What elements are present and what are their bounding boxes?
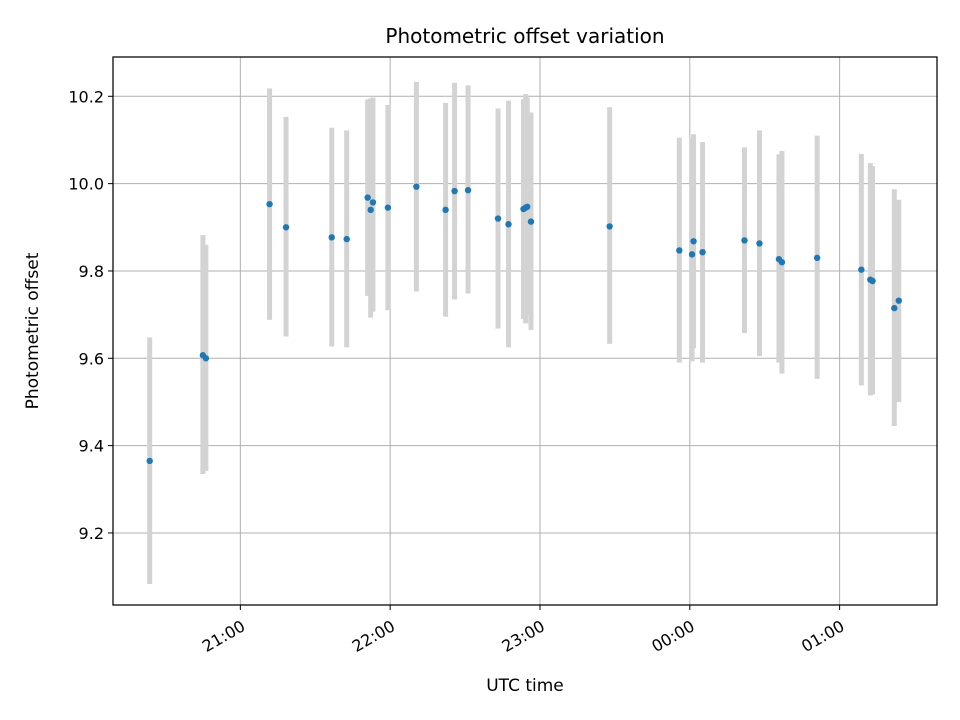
data-point [858, 266, 865, 273]
data-point [699, 248, 706, 256]
x-axis-title: UTC time [486, 676, 564, 696]
data-point [606, 223, 613, 230]
plot-frame [112, 56, 938, 606]
data-point [343, 235, 350, 243]
data-point [451, 187, 458, 195]
data-point [413, 183, 420, 190]
y-axis-ticks: 9.2 9.4 9.6 9.8 10.0 10.2 [68, 87, 113, 543]
data-point [756, 240, 763, 247]
data-point [202, 355, 210, 362]
data-point [895, 297, 902, 304]
data-point [869, 277, 876, 285]
y-tick-label: 9.6 [79, 349, 104, 368]
data-point [464, 186, 472, 194]
y-tick-label: 9.8 [79, 262, 104, 281]
data-point [778, 259, 786, 266]
data-point [891, 304, 898, 312]
data-point [367, 206, 374, 214]
data-point [369, 199, 377, 206]
data-point [328, 234, 335, 241]
y-axis-title: Photometric offset [23, 252, 43, 409]
data-point [690, 238, 697, 245]
data-point [146, 457, 153, 465]
data-point [442, 206, 449, 214]
data-point [494, 215, 502, 222]
data-points [146, 183, 902, 465]
data-point [813, 254, 821, 262]
data-point [266, 200, 273, 208]
data-point [282, 224, 290, 231]
y-tick-label: 9.4 [79, 437, 104, 456]
data-point [524, 203, 531, 210]
data-point [364, 194, 371, 201]
y-tick-label: 10.0 [68, 175, 104, 194]
data-point [527, 218, 535, 225]
data-point [741, 237, 748, 244]
data-point [505, 221, 512, 228]
data-point [688, 251, 696, 258]
y-tick-label: 10.2 [68, 87, 104, 106]
data-point [676, 247, 683, 254]
data-point [384, 204, 392, 211]
chart-title: Photometric offset variation [385, 24, 664, 48]
y-tick-label: 9.2 [79, 524, 104, 543]
